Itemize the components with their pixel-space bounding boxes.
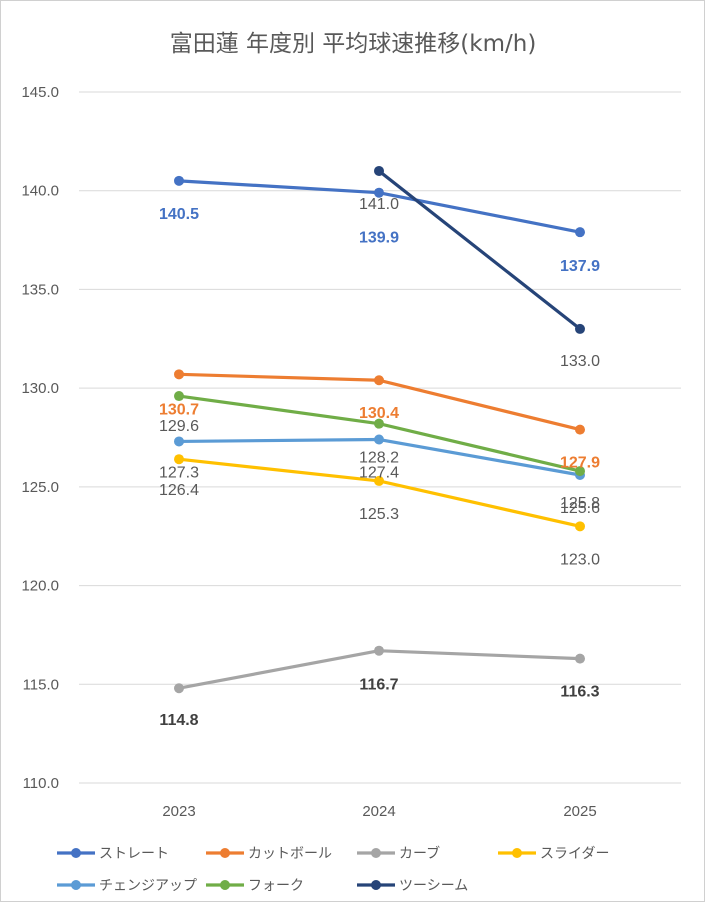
- data-point: [575, 323, 585, 334]
- data-label: 140.5: [159, 206, 199, 223]
- data-label: 130.7: [159, 401, 199, 418]
- data-point: [575, 424, 585, 435]
- legend-swatch-marker: [371, 848, 381, 858]
- legend-swatch-marker: [71, 880, 81, 890]
- data-point: [174, 369, 184, 380]
- y-tick-label: 115.0: [23, 676, 59, 693]
- legend-label: スライダー: [540, 846, 609, 862]
- data-point: [174, 436, 184, 447]
- data-label: 141.0: [359, 196, 399, 213]
- legend-label: チェンジアップ: [99, 878, 197, 894]
- data-labels: 140.5 139.9 137.9 130.7 130.4 127.9 114.8 116.7…: [159, 196, 600, 729]
- y-tick-label: 130.0: [21, 380, 59, 397]
- y-tick-label: 135.0: [21, 281, 59, 298]
- data-point: [174, 683, 184, 694]
- legend-item: ツーシーム: [357, 878, 468, 894]
- series-points: [174, 165, 585, 694]
- legend-label: フォーク: [248, 878, 304, 894]
- data-label: 125.3: [359, 506, 399, 523]
- data-point: [575, 521, 585, 532]
- legend-swatch-marker: [71, 848, 81, 858]
- data-point: [374, 645, 384, 656]
- y-axis-ticks: 110.0 115.0 120.0 125.0 130.0 135.0 140.0 145.0: [21, 84, 59, 792]
- x-axis-ticks: 2023 2024 2025: [162, 803, 596, 820]
- y-tick-label: 140.0: [21, 183, 59, 200]
- data-label: 123.0: [560, 551, 600, 568]
- legend-swatch-marker: [220, 880, 230, 890]
- legend-item: カットボール: [206, 846, 332, 862]
- data-label: 139.9: [359, 230, 399, 247]
- legend-label: カーブ: [399, 845, 440, 862]
- data-point: [174, 454, 184, 465]
- y-tick-label: 145.0: [21, 84, 59, 101]
- data-label: 125.6: [560, 500, 600, 517]
- legend-label: カットボール: [248, 846, 332, 862]
- data-point: [374, 475, 384, 486]
- data-point: [174, 391, 184, 402]
- data-label: 133.0: [560, 353, 600, 370]
- legend-item: スライダー: [498, 846, 609, 862]
- legend-item: カーブ: [357, 845, 440, 862]
- data-point: [174, 175, 184, 186]
- data-label: 114.8: [159, 712, 198, 729]
- data-point: [374, 375, 384, 386]
- data-label: 130.4: [359, 405, 399, 422]
- x-tick-label: 2023: [162, 803, 195, 820]
- data-label: 129.6: [159, 418, 199, 435]
- chart-title: 富田蓮 年度別 平均球速推移(km/h): [170, 31, 537, 57]
- data-label: 126.4: [159, 482, 199, 499]
- data-point: [374, 434, 384, 445]
- data-label: 127.9: [560, 455, 600, 472]
- data-label: 116.3: [560, 684, 599, 701]
- data-point: [374, 418, 384, 429]
- data-point: [374, 187, 384, 198]
- data-label: 127.3: [159, 464, 199, 481]
- data-label: 128.2: [359, 450, 399, 467]
- data-point: [575, 653, 585, 664]
- data-point: [374, 165, 384, 176]
- legend-swatch-marker: [220, 848, 230, 858]
- data-point: [575, 227, 585, 238]
- series-line: [377, 169, 582, 331]
- y-tick-label: 125.0: [21, 479, 59, 496]
- data-label: 116.7: [359, 677, 398, 694]
- y-tick-label: 110.0: [23, 775, 59, 792]
- legend-swatch-marker: [371, 880, 381, 890]
- legend-label: ストレート: [99, 846, 169, 862]
- legend-swatch-marker: [512, 848, 522, 858]
- x-tick-label: 2024: [362, 803, 395, 820]
- data-label: 125.8: [560, 495, 600, 512]
- series-lines: [177, 169, 582, 690]
- legend-item: フォーク: [206, 878, 304, 894]
- legend-item: チェンジアップ: [57, 878, 197, 894]
- x-tick-label: 2025: [563, 803, 596, 820]
- data-point: [575, 466, 585, 477]
- legend-item: ストレート: [57, 846, 169, 862]
- data-label: 137.9: [560, 258, 600, 275]
- y-tick-label: 120.0: [21, 578, 59, 595]
- data-label: 127.4: [359, 464, 399, 481]
- legend-label: ツーシーム: [399, 878, 468, 894]
